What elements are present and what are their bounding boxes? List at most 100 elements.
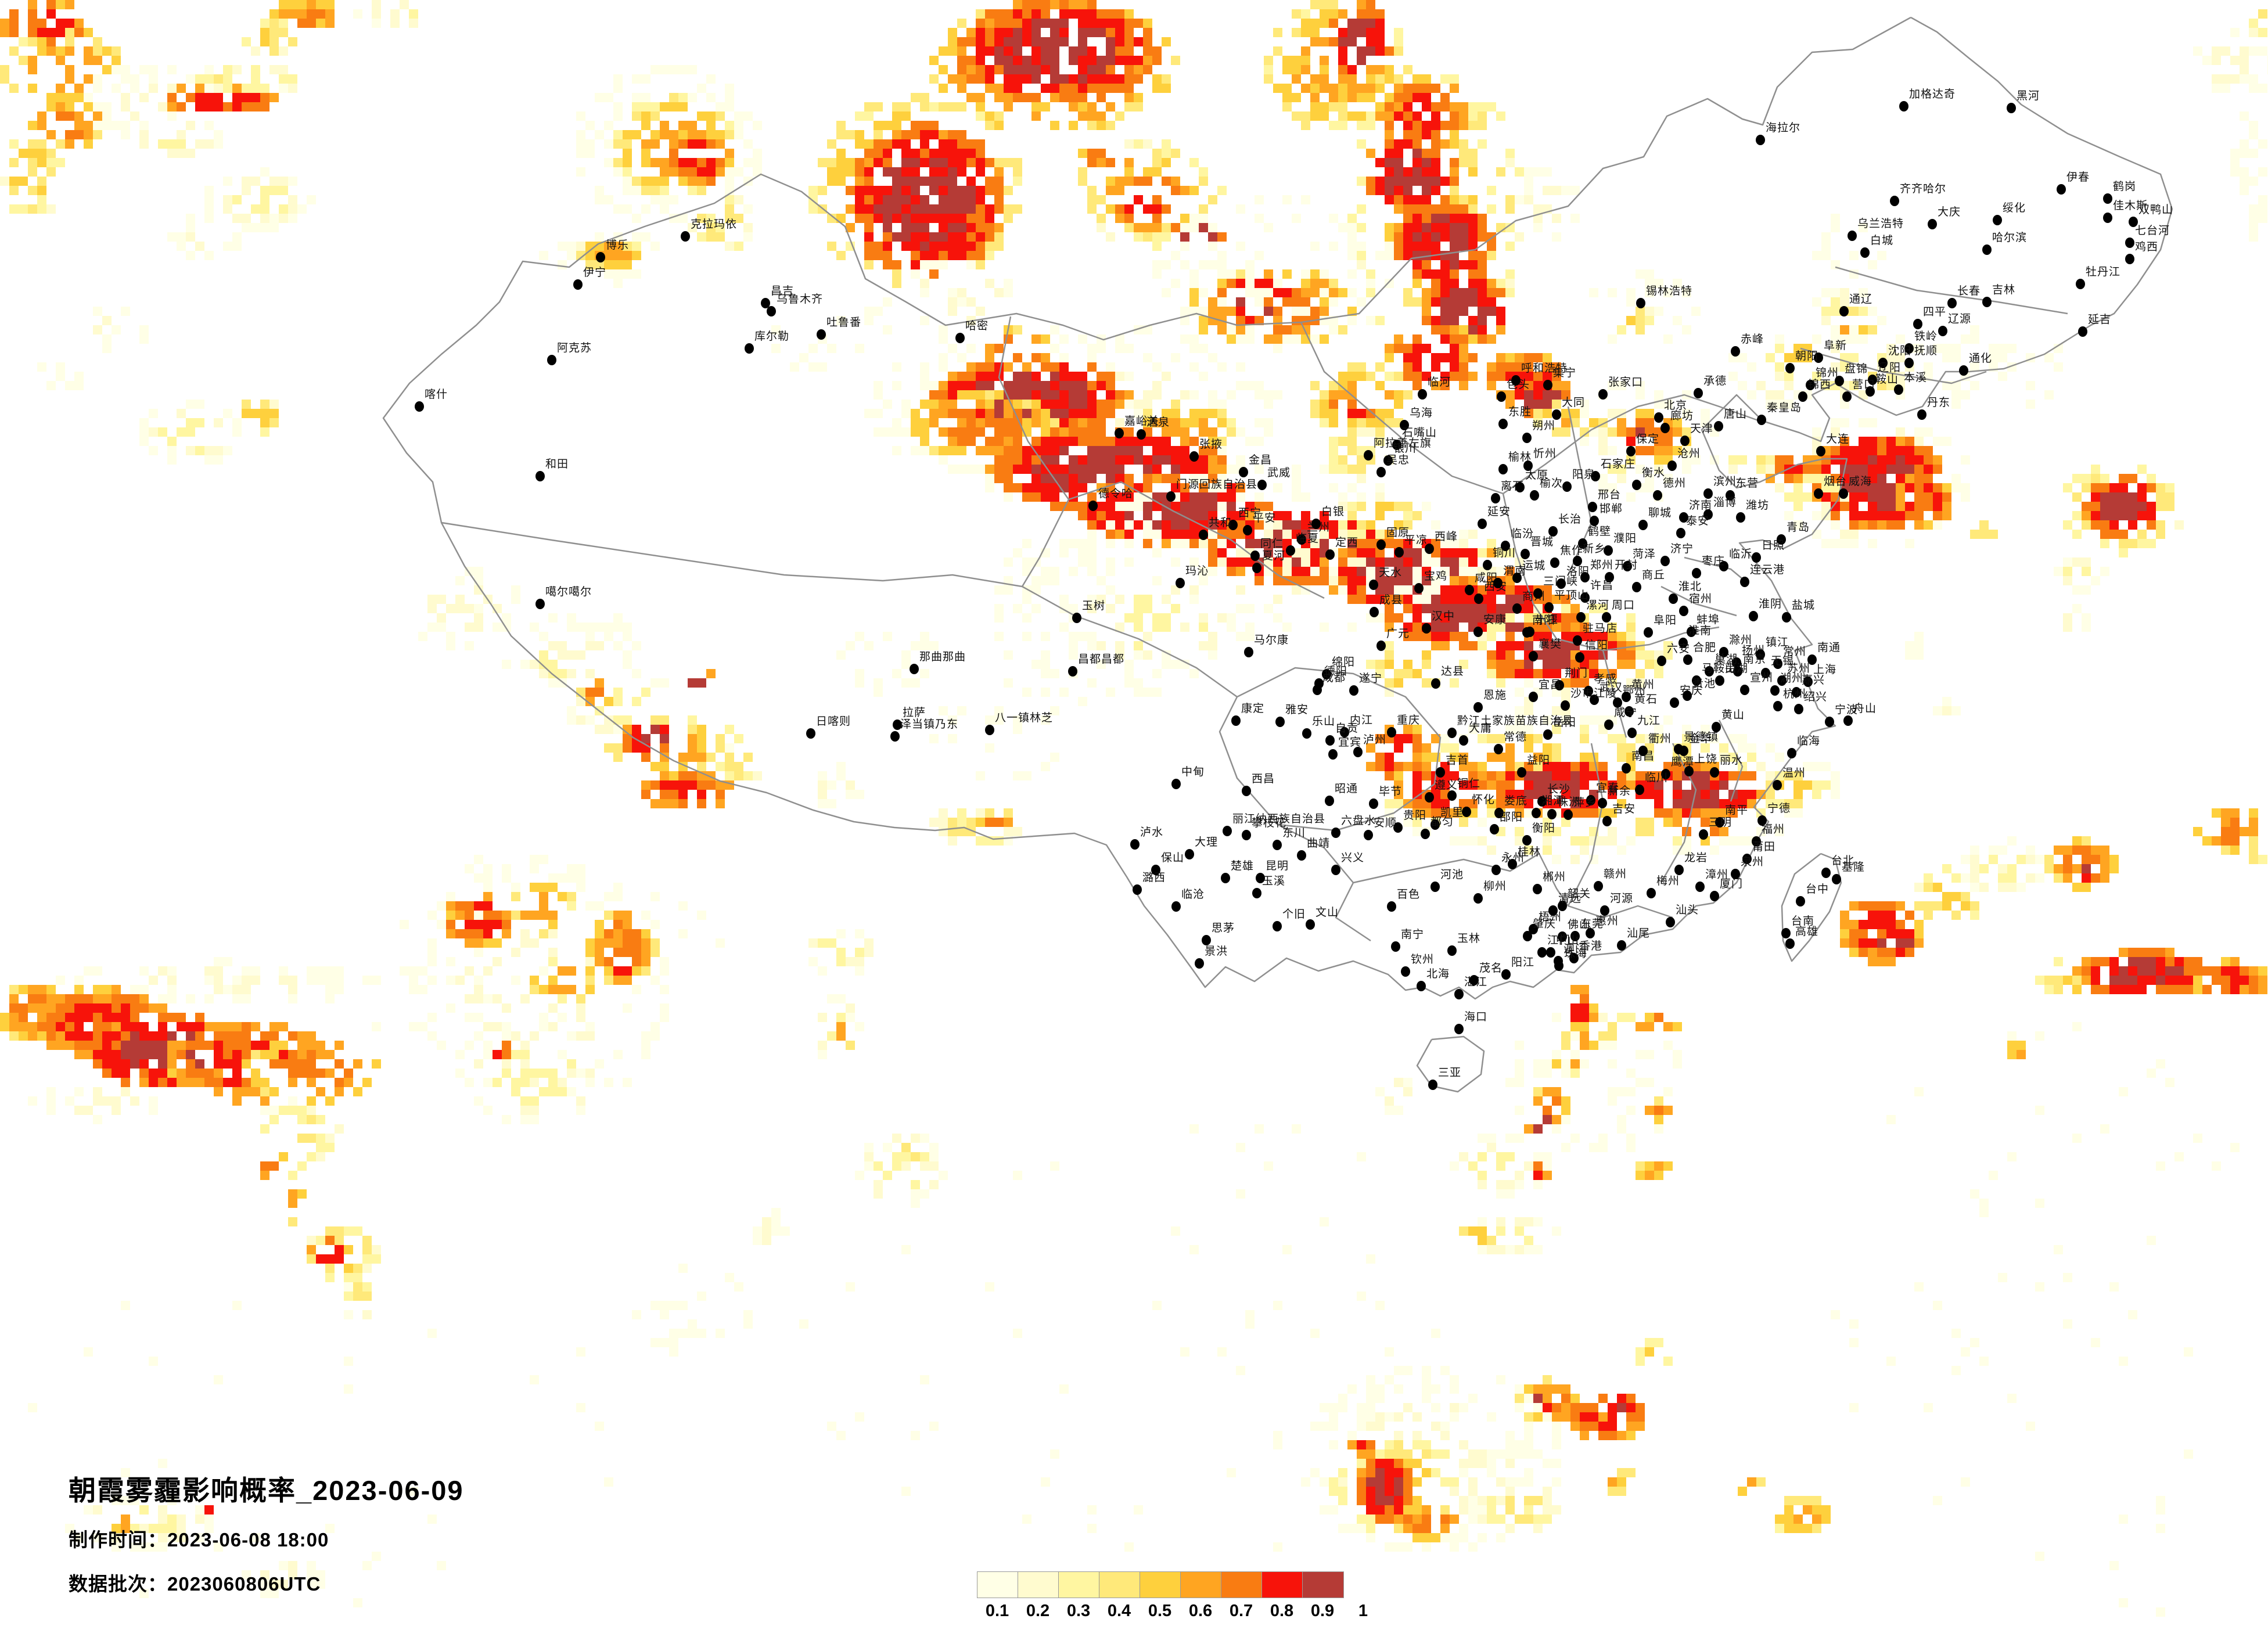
city-label: 丹东 xyxy=(1927,397,1951,409)
city-dot-icon xyxy=(1868,375,1877,385)
city-dot-icon xyxy=(1244,647,1253,657)
city-dot-icon xyxy=(1604,545,1613,556)
city-dot-icon xyxy=(573,279,583,290)
city-dot-icon xyxy=(1860,247,1870,258)
city-dot-icon xyxy=(1703,488,1713,499)
city-label: 桂林 xyxy=(1518,846,1541,858)
city-label: 合肥 xyxy=(1693,642,1717,654)
city-dot-icon xyxy=(1543,380,1552,390)
city-label: 龙岩 xyxy=(1684,852,1708,864)
city-dot-icon xyxy=(1369,798,1378,809)
city-dot-icon xyxy=(1512,573,1522,583)
city-dot-icon xyxy=(1710,891,1719,901)
city-label: 拉萨 xyxy=(903,707,926,719)
city-dot-icon xyxy=(2078,326,2087,337)
city-label: 阿拉善左旗 xyxy=(1374,437,1432,449)
legend: 0.1 0.2 0.3 0.4 0.5 0.6 0.7 0.8 0.9 1 xyxy=(977,1571,1368,1621)
city-dot-icon xyxy=(1917,409,1926,420)
city-dot-icon xyxy=(1512,603,1522,614)
city-dot-icon xyxy=(2103,213,2112,223)
city-dot-icon xyxy=(1544,602,1554,613)
city-dot-icon xyxy=(1632,582,1641,592)
city-label: 台中 xyxy=(1806,883,1830,895)
city-label: 营口 xyxy=(1852,379,1876,391)
city-label: 西昌 xyxy=(1252,773,1275,785)
city-label: 烟台 xyxy=(1824,476,1848,488)
city-dot-icon xyxy=(1598,798,1607,808)
city-label: 绍兴 xyxy=(1804,691,1828,703)
city-label: 十堰 xyxy=(1535,614,1559,626)
city-dot-icon xyxy=(1749,611,1758,621)
city-dot-icon xyxy=(1286,545,1295,556)
city-dot-icon xyxy=(1364,450,1373,461)
title-block: 朝霞雾霾影响概率_2023-06-09 制作时间：2023-06-08 18:0… xyxy=(69,1468,464,1596)
city-dot-icon xyxy=(1491,865,1501,875)
city-dot-icon xyxy=(1806,380,1815,390)
city-label: 三明 xyxy=(1709,816,1733,829)
city-label: 无锡 xyxy=(1771,655,1795,667)
city-dot-icon xyxy=(1529,692,1538,702)
city-dot-icon xyxy=(1558,931,1567,942)
city-label: 吉首 xyxy=(1446,754,1469,767)
city-label: 铁岭 xyxy=(1914,330,1938,343)
city-dot-icon xyxy=(1657,656,1666,666)
boundary-line xyxy=(382,16,2173,1000)
city-label: 克拉玛依 xyxy=(691,218,738,231)
city-label: 锦西 xyxy=(1808,379,1832,391)
city-dot-icon xyxy=(1436,767,1445,778)
city-label: 钦州 xyxy=(1411,954,1435,966)
city-label: 天水 xyxy=(1379,567,1403,579)
boundary-line xyxy=(1800,347,1987,384)
city-dot-icon xyxy=(1533,588,1543,599)
city-dot-icon xyxy=(1425,792,1434,803)
city-dot-icon xyxy=(1547,809,1557,819)
city-label: 晋城 xyxy=(1530,536,1554,548)
city-dot-icon xyxy=(1904,358,1914,368)
city-label: 济宁 xyxy=(1670,543,1694,555)
city-dot-icon xyxy=(1242,830,1251,840)
city-label: 石家庄 xyxy=(1601,458,1636,470)
city-dot-icon xyxy=(1306,919,1315,930)
city-dot-icon xyxy=(1558,901,1567,911)
city-label: 泸水 xyxy=(1140,826,1164,839)
legend-cell xyxy=(1059,1572,1099,1598)
city-label: 南平 xyxy=(1725,804,1749,816)
city-label: 孝感 xyxy=(1594,673,1618,685)
city-dot-icon xyxy=(1680,436,1690,446)
city-label: 丽水 xyxy=(1720,754,1744,767)
city-dot-icon xyxy=(1189,451,1199,462)
city-label: 岳阳 xyxy=(1553,717,1577,729)
city-label: 遂宁 xyxy=(1359,672,1383,685)
city-label: 自贡 xyxy=(1335,722,1359,735)
city-dot-icon xyxy=(1522,627,1532,638)
city-label: 康定 xyxy=(1241,703,1265,715)
city-dot-icon xyxy=(1866,386,1875,397)
city-dot-icon xyxy=(1740,577,1749,587)
legend-tick-label: 0.9 xyxy=(1310,1602,1335,1620)
city-dot-icon xyxy=(1814,488,1823,499)
city-dot-icon xyxy=(1584,686,1593,696)
city-label: 白银 xyxy=(1321,506,1345,518)
city-dot-icon xyxy=(1250,551,1260,561)
city-dot-icon xyxy=(1517,767,1526,778)
city-label: 噶尔噶尔 xyxy=(545,586,592,598)
city-dot-icon xyxy=(1731,869,1740,879)
city-label: 吴忠 xyxy=(1386,454,1410,466)
city-label: 玉溪 xyxy=(1262,875,1286,887)
city-label: 郴州 xyxy=(1543,871,1566,883)
city-label: 鹤壁 xyxy=(1588,526,1612,538)
city-label: 思茅 xyxy=(1212,922,1235,934)
city-label: 滨州 xyxy=(1713,476,1737,488)
city-dot-icon xyxy=(1756,649,1765,660)
city-label: 肇庆 xyxy=(1533,918,1557,930)
city-label: 武威 xyxy=(1267,467,1291,479)
city-label: 北海 xyxy=(1426,968,1450,980)
city-dot-icon xyxy=(1137,429,1146,440)
city-label: 湘潭 xyxy=(1541,795,1565,807)
city-dot-icon xyxy=(1752,552,1761,563)
city-dot-icon xyxy=(1522,433,1532,443)
city-label: 唐山 xyxy=(1724,408,1748,420)
city-label: 泸州 xyxy=(1363,734,1387,746)
city-dot-icon xyxy=(1325,735,1335,746)
